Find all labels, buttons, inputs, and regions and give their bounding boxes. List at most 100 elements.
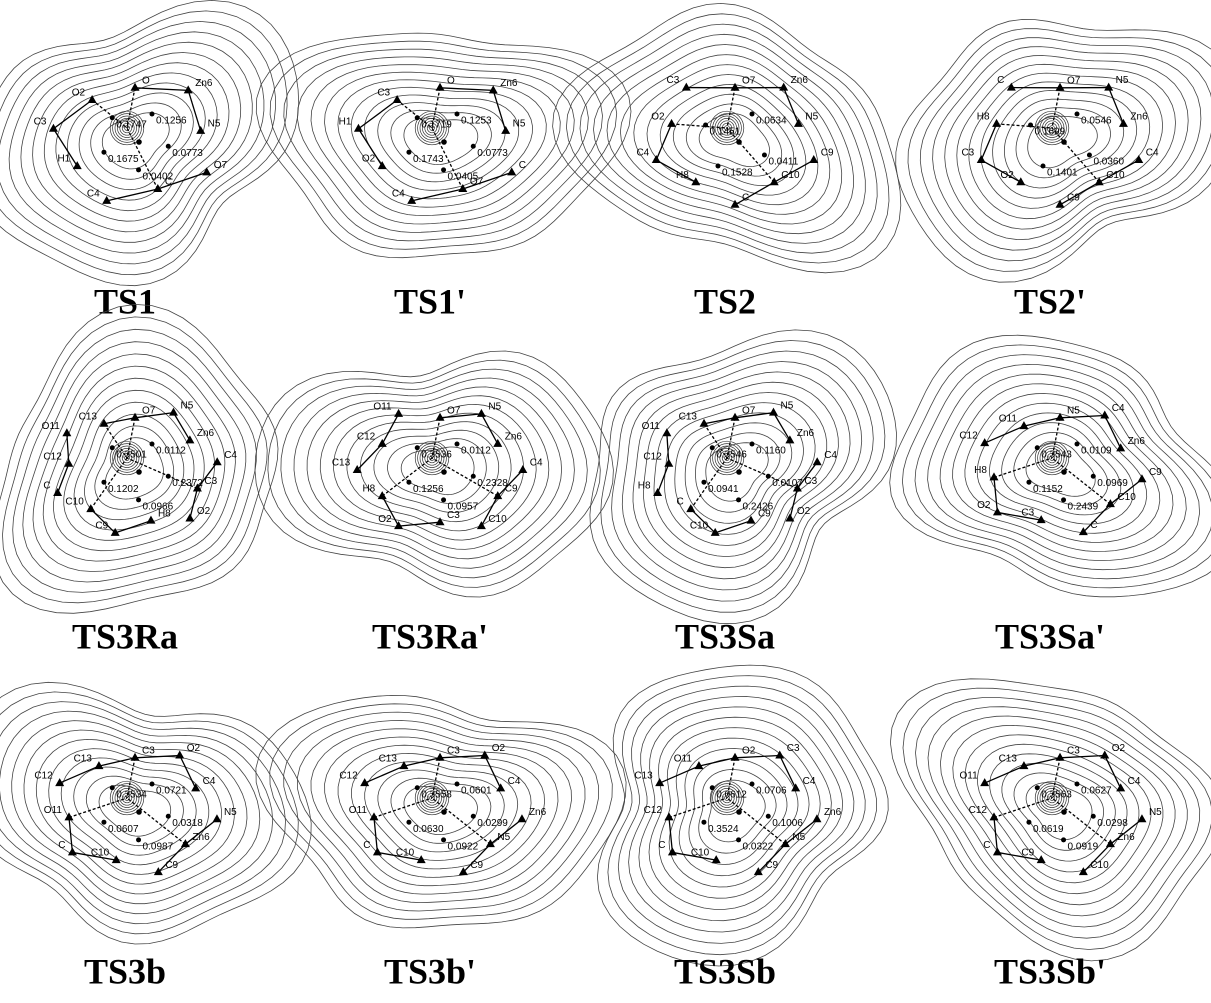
critical-point xyxy=(1075,782,1080,787)
ring-critical-point xyxy=(1061,139,1067,145)
atom-label: N5 xyxy=(1149,807,1162,818)
density-value: 0.0922 xyxy=(448,841,479,852)
contour-line xyxy=(644,382,839,568)
critical-point xyxy=(1091,814,1096,819)
critical-point xyxy=(441,837,446,842)
atom-marker xyxy=(1056,413,1065,421)
density-value: 0.1747 xyxy=(116,119,147,130)
atom-label: O7 xyxy=(142,405,156,416)
bond-path xyxy=(135,88,188,91)
critical-point xyxy=(766,814,771,819)
atom-marker xyxy=(769,408,778,416)
atom-label: N5 xyxy=(1067,405,1080,416)
density-value: 0.0966 xyxy=(143,501,174,512)
atom-label: C10 xyxy=(1106,170,1125,181)
critical-point xyxy=(136,497,141,502)
atom-label: O2 xyxy=(197,506,211,517)
bond-path xyxy=(667,433,669,464)
atom-marker xyxy=(1106,839,1115,847)
critical-point xyxy=(406,150,411,155)
bond-path xyxy=(658,464,669,493)
panel-title: TS2 xyxy=(694,281,756,321)
density-value: 0.1006 xyxy=(772,818,803,829)
bond-path xyxy=(69,817,72,852)
bond-path xyxy=(1024,418,1060,426)
atom-marker xyxy=(652,155,661,163)
atom-marker xyxy=(184,85,193,93)
atom-label: N5 xyxy=(497,832,510,843)
density-value: 0.1743 xyxy=(413,154,444,165)
bond-path xyxy=(686,88,727,128)
atom-label: Zn6 xyxy=(1117,832,1135,843)
atom-marker xyxy=(517,814,526,822)
critical-point xyxy=(710,445,715,450)
atom-marker xyxy=(175,750,184,758)
atom-marker xyxy=(1056,753,1065,761)
contour-line xyxy=(36,739,234,884)
contour-panel: O7N5Zn6C4C3O2H8C9C10CC12O11C130.01120.23… xyxy=(0,304,278,613)
atom-marker xyxy=(86,504,95,512)
atom-label: N5 xyxy=(792,832,805,843)
atom-label: C12 xyxy=(644,805,663,816)
density-value: 0.0619 xyxy=(1033,824,1064,835)
panel-title: TS3Ra xyxy=(72,616,178,656)
contour-line xyxy=(1002,763,1115,861)
critical-point xyxy=(455,442,460,447)
atom-label: C3 xyxy=(377,88,390,99)
atom-marker xyxy=(992,119,1001,127)
atom-label: C3 xyxy=(142,745,155,756)
critical-point xyxy=(471,474,476,479)
bond-path xyxy=(365,766,404,783)
atom-label: O7 xyxy=(447,405,461,416)
bond-path xyxy=(115,458,127,533)
critical-point xyxy=(110,445,115,450)
atom-label: C13 xyxy=(634,771,653,782)
critical-point xyxy=(150,112,155,117)
contour-line xyxy=(890,679,1211,961)
atom-label: C13 xyxy=(999,754,1018,765)
atom-marker xyxy=(781,839,790,847)
atom-label: O2 xyxy=(362,154,376,165)
atom-label: Zn6 xyxy=(505,432,523,443)
atom-marker xyxy=(394,521,403,529)
atom-label: Zn6 xyxy=(797,428,815,439)
critical-point xyxy=(736,837,741,842)
atom-marker xyxy=(436,753,445,761)
density-value: 0.0630 xyxy=(413,824,444,835)
atom-marker xyxy=(1116,783,1125,791)
atom-label: N5 xyxy=(224,807,237,818)
atom-label: Zn6 xyxy=(791,75,809,86)
density-value: 0.0634 xyxy=(756,116,787,127)
panel-title: TS3Ra' xyxy=(372,616,488,656)
contour-line xyxy=(896,20,1211,283)
ring-critical-point xyxy=(136,139,142,145)
density-value: 0.3543 xyxy=(1041,449,1072,460)
ring-critical-point xyxy=(441,469,447,475)
atom-label: O11 xyxy=(42,421,61,432)
atom-label: C12 xyxy=(643,451,662,462)
atom-label: Zn6 xyxy=(1130,112,1148,123)
density-value: 0.3534 xyxy=(116,789,147,800)
atom-label: C12 xyxy=(339,771,358,782)
atom-label: C10 xyxy=(781,170,800,181)
atom-label: C10 xyxy=(91,848,110,859)
critical-point xyxy=(750,112,755,117)
atom-marker xyxy=(53,488,62,496)
critical-point xyxy=(101,150,106,155)
atom-label: N5 xyxy=(208,119,221,130)
atom-label: H8 xyxy=(362,484,375,495)
atom-label: C3 xyxy=(787,743,800,754)
atom-label: O2 xyxy=(977,500,991,511)
atom-label: O2 xyxy=(1112,743,1126,754)
density-value: 0.0987 xyxy=(143,841,174,852)
atom-label: C4 xyxy=(87,189,100,200)
atom-marker xyxy=(518,465,527,473)
density-value: 0.0607 xyxy=(108,824,139,835)
bond-path xyxy=(481,414,497,444)
atom-marker xyxy=(62,428,71,436)
bond-path xyxy=(773,413,789,441)
atom-label: O7 xyxy=(214,160,228,171)
atom-label: C4 xyxy=(803,776,816,787)
atom-marker xyxy=(436,413,445,421)
atom-label: C9 xyxy=(95,521,108,532)
